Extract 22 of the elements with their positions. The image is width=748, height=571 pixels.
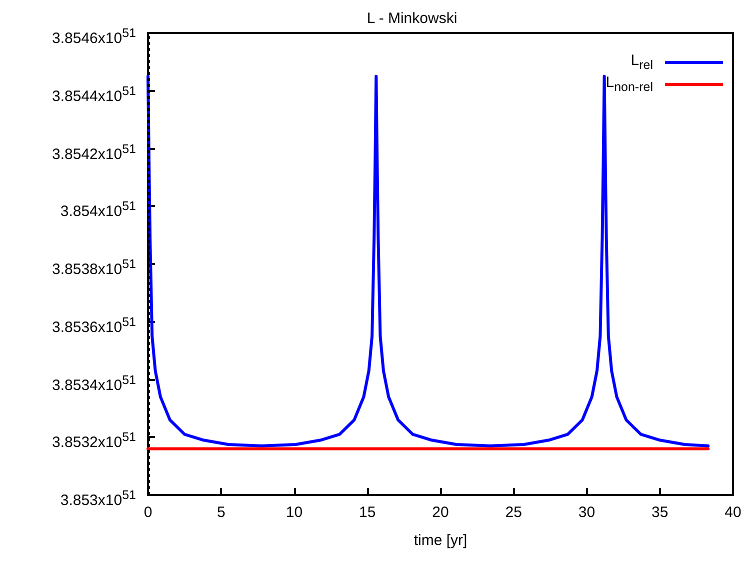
chart-title: L - Minkowski (366, 10, 458, 27)
x-axis-title: time [yr] (414, 532, 468, 549)
x-tick-label: 5 (216, 504, 226, 521)
y-tick-label: 3.8544x10$^{51}$ (52, 82, 136, 106)
y-tick-label: 3.853x10$^{51}$ (60, 487, 136, 510)
x-tick-label: 25 (505, 504, 522, 521)
x-tick-label: 10 (286, 504, 303, 521)
y-tick-label: 3.854x10$^{51}$ (60, 198, 136, 222)
y-tick-label: 3.8538x10$^{51}$ (52, 256, 136, 279)
x-tick-label: 30 (578, 504, 596, 521)
x-tick-label: 15 (359, 504, 376, 521)
y-tick-label: 3.8536x10$^{51}$ (52, 314, 136, 337)
y-tick-label: 3.8546x10$^{51}$ (52, 25, 136, 48)
x-tick-label: 20 (432, 504, 449, 521)
y-tick-label: 3.8534x10$^{51}$ (52, 372, 136, 394)
x-tick-label: 0 (144, 504, 152, 521)
x-tick-label: 40 (724, 504, 742, 521)
y-tick-label: 3.8532x10$^{51}$ (52, 429, 136, 452)
legend-label: L$_{rel}$ (630, 52, 653, 72)
y-tick-label: 3.8542x10$^{51}$ (52, 140, 136, 164)
legend-label: L$_{non-rel}$ (606, 74, 653, 94)
x-tick-label: 35 (652, 504, 668, 521)
